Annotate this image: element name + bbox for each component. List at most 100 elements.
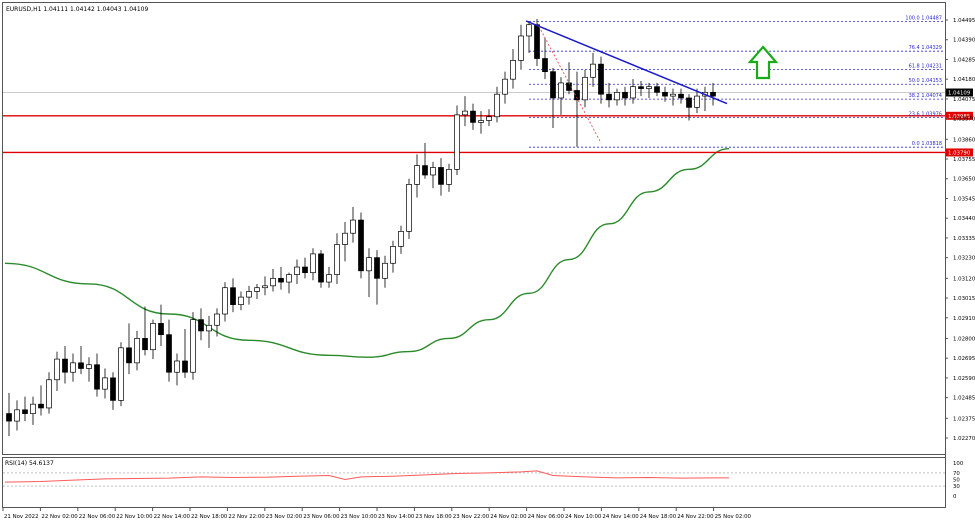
bull-candle-body: [454, 114, 460, 170]
bear-candle-body: [198, 319, 204, 332]
bear-candle-body: [606, 93, 612, 101]
candlestick: [334, 233, 340, 284]
candlestick: [182, 329, 188, 378]
candlestick: [582, 69, 588, 108]
bull-candle-body: [86, 364, 92, 369]
fib-level-label: 61.8 1.04231: [909, 64, 942, 70]
bull-candle-body: [46, 379, 52, 409]
candlestick: [462, 96, 468, 127]
price-tick-label: 1.02590: [953, 376, 975, 382]
bear-candle-body: [142, 338, 148, 351]
candlestick: [214, 308, 220, 337]
bull-candle-body: [214, 313, 220, 326]
bear-candle-body: [470, 110, 476, 123]
bull-candle-body: [446, 169, 452, 185]
price-tick-label: 1.03335: [953, 236, 975, 242]
bull-candle-body: [398, 230, 404, 247]
candlestick: [678, 88, 684, 104]
candlestick: [286, 272, 292, 294]
price-tick-label: 1.04285: [953, 57, 975, 63]
candlestick: [110, 372, 116, 410]
price-tick-label: 1.02375: [953, 416, 975, 422]
candlestick: [566, 62, 572, 95]
bull-candle-body: [502, 78, 508, 95]
candlestick: [630, 79, 636, 104]
candlestick: [390, 240, 396, 273]
bull-candle-body: [286, 274, 292, 283]
candlestick: [422, 143, 428, 179]
bull-candle-body: [70, 362, 76, 373]
candlestick: [486, 109, 492, 127]
time-tick-label: 23 Nov 18:00: [415, 514, 452, 520]
candlestick: [502, 71, 508, 104]
candlestick: [118, 342, 124, 407]
price-tick-label: 1.04180: [953, 77, 975, 83]
candlestick: [438, 158, 444, 196]
candlestick: [414, 154, 420, 198]
rsi-tick-label: 30: [953, 484, 960, 490]
bull-candle-body: [102, 377, 108, 390]
bear-candle-body: [166, 334, 172, 373]
bull-candle-body: [366, 257, 372, 272]
candlestick: [342, 221, 348, 262]
candlestick: [574, 71, 580, 147]
bear-candle-body: [278, 277, 284, 283]
bull-candle-body: [630, 86, 636, 99]
bear-candle-body: [622, 91, 628, 99]
candlestick: [198, 308, 204, 341]
time-tick-label: 22 Nov 10:00: [116, 514, 153, 520]
candlestick: [190, 312, 196, 380]
bull-candle-body: [382, 262, 388, 279]
candlestick: [30, 396, 36, 425]
time-tick-label: 23 Nov 14:00: [378, 514, 415, 520]
time-tick-label: 23 Nov 10:00: [341, 514, 378, 520]
candlestick: [142, 306, 148, 356]
price-tick-label: 1.02800: [953, 336, 975, 342]
bull-candle-body: [150, 323, 156, 351]
candlestick: [14, 400, 20, 431]
time-tick-label: 24 Nov 14:00: [602, 514, 639, 520]
candlestick: [558, 77, 564, 115]
price-tick-label: 1.02910: [953, 316, 975, 322]
candlestick: [470, 103, 476, 130]
candlestick: [510, 49, 516, 89]
time-tick-label: 23 Nov 06:00: [303, 514, 340, 520]
rsi-frame: [2, 457, 946, 508]
candlestick: [358, 212, 364, 279]
fib-level-label: 76.4 1.04329: [909, 45, 942, 51]
time-tick-label: 22 Nov 02:00: [41, 514, 78, 520]
rsi-tick-label: 50: [953, 478, 960, 484]
candlestick: [222, 282, 228, 322]
bull-candle-body: [14, 409, 20, 422]
candlestick: [22, 396, 28, 422]
price-tick-label: 1.02695: [953, 356, 975, 362]
bull-candle-body: [270, 277, 276, 287]
bear-candle-body: [710, 91, 716, 97]
time-tick-label: 22 Nov 14:00: [154, 514, 191, 520]
candlestick: [638, 81, 644, 97]
candlestick: [590, 52, 596, 87]
candlestick: [310, 248, 316, 281]
last-price-tag: [946, 88, 973, 97]
candlestick: [86, 357, 92, 382]
price-tick-label: 1.03860: [953, 137, 975, 143]
price-tick-label: 1.03755: [953, 157, 975, 163]
trendline[interactable]: [525, 20, 728, 105]
bear-candle-body: [6, 413, 12, 422]
candlestick: [614, 88, 620, 106]
bull-candle-body: [30, 403, 36, 414]
candlestick: [382, 255, 388, 288]
candlestick: [270, 268, 276, 292]
bear-candle-body: [22, 409, 28, 414]
price-tick-label: 1.03970: [953, 117, 975, 123]
bull-candle-body: [430, 167, 436, 176]
candlestick: [446, 163, 452, 192]
bear-candle-body: [534, 24, 540, 59]
bull-candle-body: [134, 338, 140, 364]
bear-candle-body: [94, 364, 100, 390]
bull-candle-body: [646, 86, 652, 89]
candlestick: [598, 56, 604, 104]
candlestick: [94, 353, 100, 397]
bear-candle-body: [550, 71, 556, 99]
candlestick: [70, 353, 76, 382]
